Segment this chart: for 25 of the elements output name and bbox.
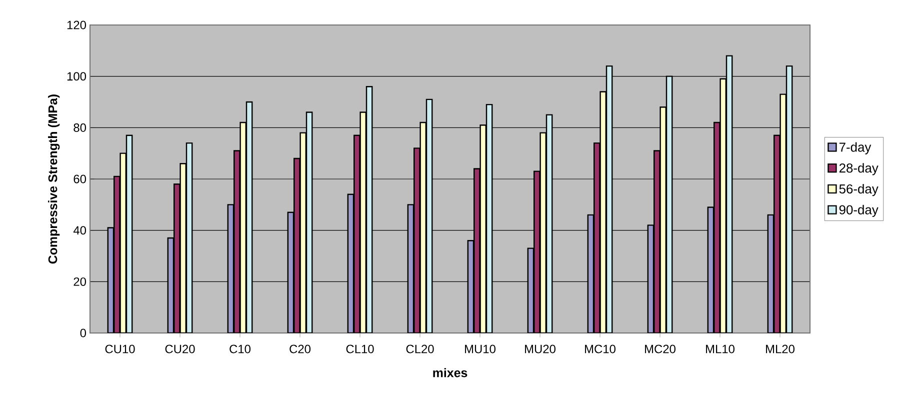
y-tick-label: 100 bbox=[67, 72, 86, 81]
x-tick-label: CU20 bbox=[165, 344, 195, 354]
y-tick-label: 80 bbox=[74, 123, 86, 132]
legend-label: 90-day bbox=[839, 204, 878, 217]
legend-label: 28-day bbox=[839, 163, 878, 176]
y-tick-label: 40 bbox=[73, 226, 86, 235]
x-tick-label: MU20 bbox=[525, 344, 556, 354]
x-axis-title: mixes bbox=[433, 368, 468, 378]
y-tick-label: 120 bbox=[67, 20, 86, 30]
y-axis-title: Compressive Strength (MPa) bbox=[48, 94, 60, 264]
x-tick-label: CU10 bbox=[105, 344, 135, 354]
y-tick-label: 20 bbox=[74, 277, 86, 286]
x-tick-label: CL20 bbox=[406, 344, 434, 354]
x-tick-label: ML20 bbox=[766, 344, 794, 354]
x-tick-label: MC10 bbox=[585, 344, 616, 354]
x-tick-label: C10 bbox=[230, 344, 251, 354]
x-tick-label: MU10 bbox=[465, 344, 496, 354]
y-tick-label: 60 bbox=[74, 174, 86, 184]
legend-label: 7-day bbox=[839, 142, 872, 154]
y-tick-label: 0 bbox=[80, 328, 86, 338]
x-tick-label: CL10 bbox=[346, 344, 374, 354]
x-tick-label: MC20 bbox=[645, 344, 676, 354]
legend-label: 56-day bbox=[839, 184, 878, 196]
x-tick-label: C20 bbox=[290, 344, 311, 354]
x-tick-label: ML10 bbox=[706, 344, 734, 354]
